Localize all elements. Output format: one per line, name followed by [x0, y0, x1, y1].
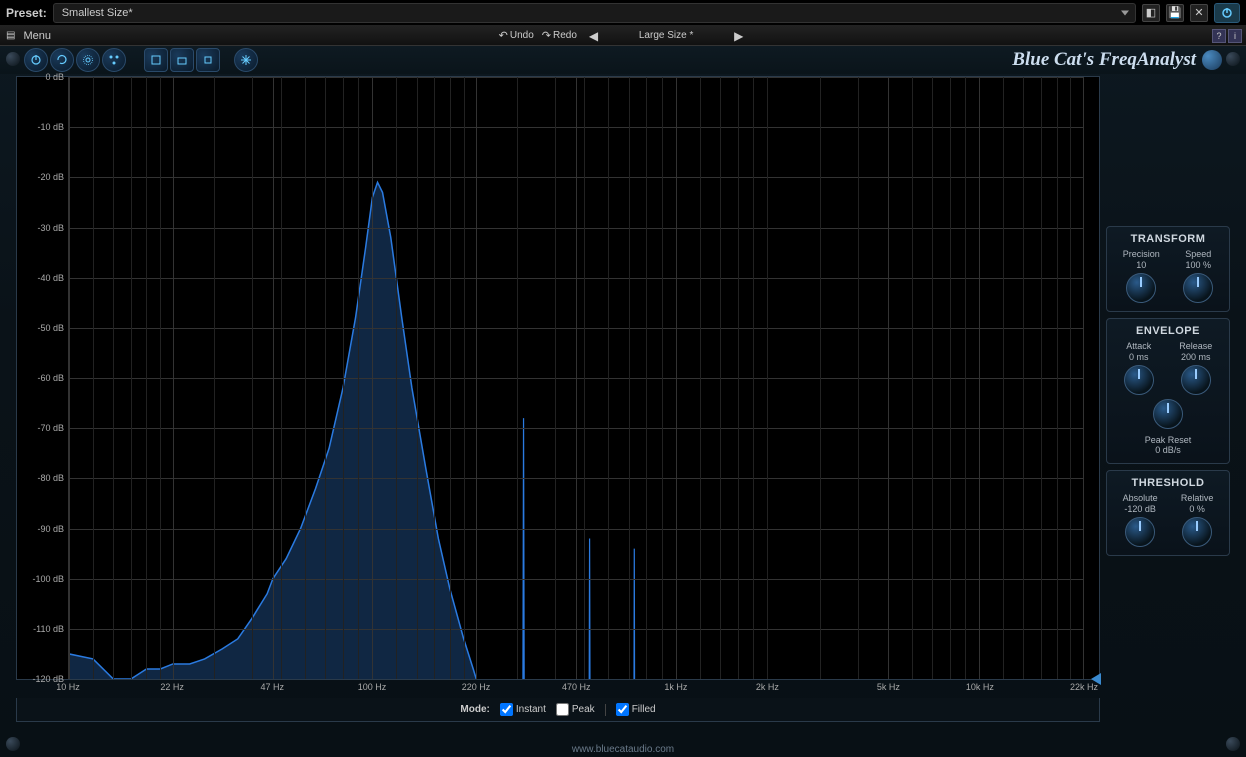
share-icon[interactable]	[102, 48, 126, 72]
refresh-icon[interactable]	[50, 48, 74, 72]
spectrum-display[interactable]: 0 dB-10 dB-20 dB-30 dB-40 dB-50 dB-60 dB…	[16, 76, 1100, 680]
y-tick-label: -10 dB	[37, 122, 64, 132]
preset-dropdown[interactable]: Smallest Size*	[53, 3, 1136, 23]
x-tick-label: 1k Hz	[664, 682, 687, 692]
release-value: 200 ms	[1181, 352, 1211, 362]
relative-label: Relative	[1181, 493, 1214, 503]
window3-icon[interactable]	[196, 48, 220, 72]
y-tick-label: -60 dB	[37, 373, 64, 383]
brand-logo-icon	[1202, 50, 1222, 70]
x-tick-label: 470 Hz	[562, 682, 591, 692]
mode-filled-checkbox[interactable]: Filled	[616, 703, 656, 716]
y-tick-label: -40 dB	[37, 273, 64, 283]
transform-title: TRANSFORM	[1111, 233, 1225, 245]
screw-icon	[1226, 737, 1240, 751]
x-tick-label: 10 Hz	[56, 682, 80, 692]
x-tick-label: 22k Hz	[1070, 682, 1098, 692]
precision-label: Precision	[1123, 249, 1160, 259]
x-tick-label: 5k Hz	[877, 682, 900, 692]
speed-value: 100 %	[1185, 260, 1211, 270]
y-tick-label: -90 dB	[37, 524, 64, 534]
attack-label: Attack	[1126, 341, 1151, 351]
peak-reset-label: Peak Reset	[1111, 435, 1225, 445]
threshold-panel: THRESHOLD Absolute -120 dB Relative 0 %	[1106, 470, 1230, 556]
undo-button[interactable]: ↶Undo	[499, 29, 534, 42]
settings-icon[interactable]	[76, 48, 100, 72]
y-tick-label: -110 dB	[33, 624, 64, 634]
help-icon[interactable]: ?	[1212, 29, 1226, 43]
release-label: Release	[1179, 341, 1212, 351]
preset-label: Preset:	[6, 6, 47, 20]
footer-link[interactable]: www.bluecataudio.com	[572, 744, 674, 755]
window2-icon[interactable]	[170, 48, 194, 72]
preset-save-icon[interactable]: 💾	[1166, 4, 1184, 22]
x-tick-label: 22 Hz	[160, 682, 184, 692]
envelope-extra-knob[interactable]	[1153, 399, 1183, 429]
precision-value: 10	[1136, 260, 1146, 270]
y-tick-label: -20 dB	[37, 172, 64, 182]
window-icon[interactable]	[144, 48, 168, 72]
envelope-panel: ENVELOPE Attack 0 ms Release 200 ms	[1106, 318, 1230, 464]
size-display[interactable]: Large Size *	[606, 30, 726, 41]
transform-panel: TRANSFORM Precision 10 Speed 100 %	[1106, 226, 1230, 312]
y-tick-label: -70 dB	[37, 423, 64, 433]
screw-icon	[6, 52, 20, 66]
attack-value: 0 ms	[1129, 352, 1149, 362]
mode-peak-checkbox[interactable]: Peak	[556, 703, 595, 716]
threshold-title: THRESHOLD	[1111, 477, 1225, 489]
speed-knob[interactable]	[1183, 273, 1213, 303]
y-tick-label: -30 dB	[37, 223, 64, 233]
menu-button[interactable]: Menu	[19, 30, 55, 42]
x-tick-label: 10k Hz	[966, 682, 994, 692]
preset-prev-icon[interactable]: ◧	[1142, 4, 1160, 22]
absolute-knob[interactable]	[1125, 517, 1155, 547]
speed-label: Speed	[1185, 249, 1211, 259]
y-tick-label: 0 dB	[45, 72, 64, 82]
size-next-button[interactable]: ▶	[730, 29, 747, 43]
bypass-icon[interactable]	[24, 48, 48, 72]
mode-instant-checkbox[interactable]: Instant	[500, 703, 546, 716]
preset-close-icon[interactable]: ✕	[1190, 4, 1208, 22]
info-icon[interactable]: i	[1228, 29, 1242, 43]
x-tick-label: 220 Hz	[462, 682, 491, 692]
envelope-title: ENVELOPE	[1111, 325, 1225, 337]
mode-label: Mode:	[460, 704, 489, 715]
attack-knob[interactable]	[1124, 365, 1154, 395]
absolute-label: Absolute	[1123, 493, 1158, 503]
freeze-icon[interactable]	[234, 48, 258, 72]
size-prev-button[interactable]: ◀	[585, 29, 602, 43]
release-knob[interactable]	[1181, 365, 1211, 395]
preset-value: Smallest Size*	[62, 7, 133, 19]
x-tick-label: 2k Hz	[756, 682, 779, 692]
screw-icon	[6, 737, 20, 751]
x-tick-label: 100 Hz	[358, 682, 387, 692]
power-button[interactable]	[1214, 3, 1240, 23]
redo-button[interactable]: ↷Redo	[542, 29, 577, 42]
absolute-value: -120 dB	[1124, 504, 1156, 514]
y-tick-label: -50 dB	[37, 323, 64, 333]
precision-knob[interactable]	[1126, 273, 1156, 303]
y-tick-label: -100 dB	[32, 574, 64, 584]
relative-value: 0 %	[1189, 504, 1205, 514]
x-tick-label: 47 Hz	[261, 682, 285, 692]
brand-title: Blue Cat's FreqAnalyst	[1012, 49, 1222, 71]
relative-knob[interactable]	[1182, 517, 1212, 547]
screw-icon	[1226, 52, 1240, 66]
y-tick-label: -80 dB	[37, 473, 64, 483]
peak-reset-value: 0 dB/s	[1111, 445, 1225, 455]
menu-icon[interactable]: ▤	[6, 30, 15, 41]
